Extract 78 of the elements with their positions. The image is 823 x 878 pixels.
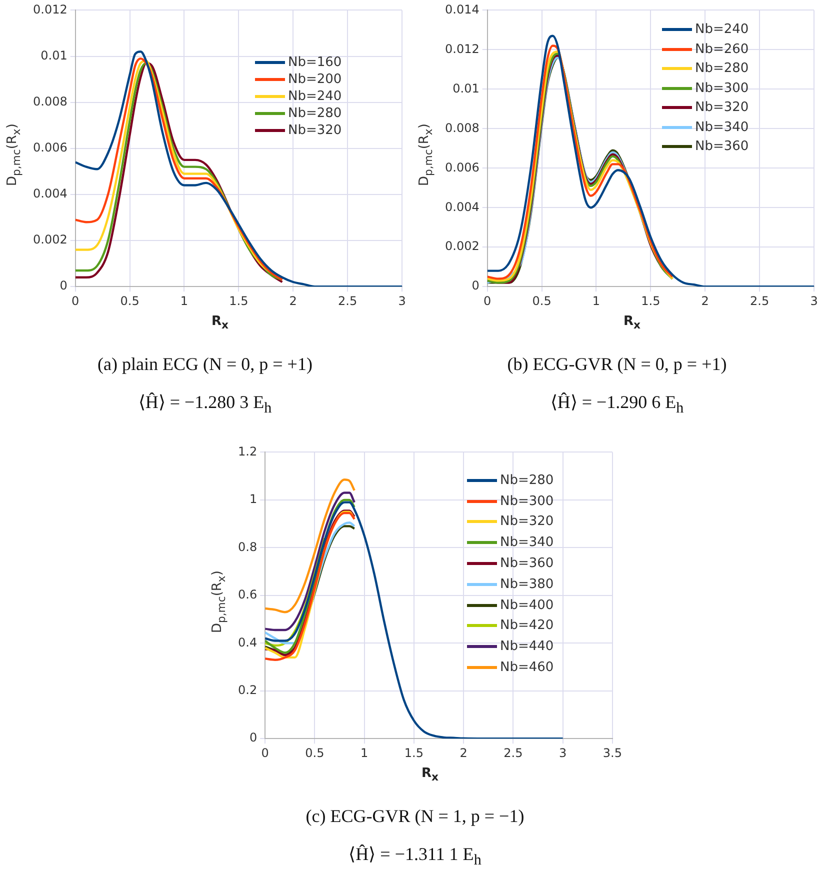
y-tick-label: 0.012 — [32, 2, 68, 16]
x-tick-label: 3 — [398, 294, 406, 308]
x-tick-label: 0 — [484, 294, 492, 308]
legend-label: Nb=440 — [500, 639, 554, 654]
legend-label: Nb=280 — [288, 106, 342, 121]
x-tick-label: 0.5 — [120, 294, 140, 308]
x-tick-label: 3 — [559, 746, 567, 760]
y-tick-label: 0.008 — [444, 120, 480, 135]
text: (c) ECG-GVR (N = 1, p = −1) — [304, 806, 526, 827]
legend-label: Nb=400 — [500, 598, 554, 613]
x-tick-label: 2.5 — [750, 294, 770, 308]
y-tick-label: 1 — [249, 492, 258, 506]
legend-label: Nb=320 — [695, 100, 749, 116]
legend-label: Nb=420 — [500, 618, 554, 634]
x-tick-label: 1.5 — [229, 294, 248, 308]
y-tick-label: 0.8 — [238, 540, 258, 554]
y-tick-label: 0.4 — [238, 635, 258, 650]
y-tick-label: 0.006 — [444, 160, 480, 174]
x-axis-title: R$_{x}$ — [622, 314, 642, 332]
legend-label: Nb=340 — [500, 535, 554, 550]
text: ⟨Ĥ⟩ = −1.290 6 E$_{h}$ — [549, 391, 685, 418]
x-tick-label: 2 — [701, 294, 709, 308]
x-axis-title: R$_{x}$ — [420, 766, 440, 784]
line-series — [265, 537, 326, 647]
x-tick-label: 1 — [360, 746, 368, 760]
y-tick-label: 0.006 — [32, 140, 68, 155]
y-tick-label: 0.6 — [238, 588, 258, 602]
legend-label: Nb=340 — [695, 120, 749, 135]
y-tick-label: 0.01 — [452, 81, 480, 96]
legend-label: Nb=280 — [695, 61, 749, 76]
text: ⟨Ĥ⟩ = −1.311 1 E$_{h}$ — [348, 843, 482, 870]
y-tick-label: 1.2 — [238, 444, 258, 458]
y-tick-label: 0.2 — [238, 682, 258, 697]
legend-label: Nb=460 — [500, 660, 554, 676]
x-tick-label: 2 — [460, 746, 468, 760]
y-tick-label: 0.01 — [40, 48, 68, 62]
legend-label: Nb=300 — [695, 80, 749, 96]
y-tick-label: 0 — [60, 278, 68, 293]
text: ⟨Ĥ⟩ = −1.280 3 E$_{h}$ — [137, 391, 273, 418]
legend-label: Nb=320 — [288, 123, 342, 138]
x-tick-label: 2.5 — [338, 294, 358, 308]
x-tick-label: 2.5 — [504, 746, 523, 760]
legend-label: Nb=360 — [500, 556, 554, 572]
legend-label: Nb=240 — [288, 89, 342, 104]
legend-label: Nb=380 — [500, 576, 554, 592]
x-tick-label: 0.5 — [532, 294, 552, 308]
legend-label: Nb=240 — [695, 22, 749, 38]
legend-label: Nb=320 — [500, 514, 554, 530]
line-series — [265, 478, 356, 614]
x-tick-label: 1 — [592, 294, 600, 308]
y-tick-label: 0.008 — [32, 94, 68, 108]
line-series — [265, 492, 356, 632]
legend-label: Nb=260 — [695, 42, 749, 57]
y-tick-label: 0.004 — [444, 200, 480, 214]
x-tick-label: 3 — [810, 294, 818, 308]
text: (b) ECG-GVR (N = 0, p = +1) — [506, 354, 728, 375]
x-tick-label: 2 — [289, 294, 297, 308]
y-tick-label: 0.002 — [444, 239, 480, 254]
x-tick-label: 1.5 — [641, 294, 660, 308]
y-tick-label: 0 — [472, 278, 480, 293]
y-tick-label: 0.002 — [32, 232, 68, 247]
x-tick-label: 0 — [72, 294, 80, 308]
x-tick-label: 3.5 — [602, 746, 622, 760]
legend-label: Nb=360 — [695, 139, 749, 154]
y-tick-label: 0.004 — [32, 186, 68, 201]
y-tick-label: 0.014 — [444, 2, 480, 16]
x-tick-label: 0 — [261, 746, 269, 760]
x-tick-label: 0.5 — [305, 746, 324, 760]
x-axis-title: R$_{x}$ — [210, 314, 230, 332]
legend-label: Nb=280 — [500, 472, 554, 488]
y-tick-label: 0.012 — [444, 42, 480, 56]
legend-label: Nb=200 — [288, 72, 342, 87]
y-tick-label: 0 — [249, 730, 258, 745]
x-tick-label: 1.5 — [404, 746, 424, 760]
legend-label: Nb=300 — [500, 494, 554, 509]
x-tick-label: 1 — [180, 294, 188, 308]
legend-label: Nb=160 — [288, 55, 342, 70]
text: (a) plain ECG (N = 0, p = +1) — [96, 354, 314, 375]
